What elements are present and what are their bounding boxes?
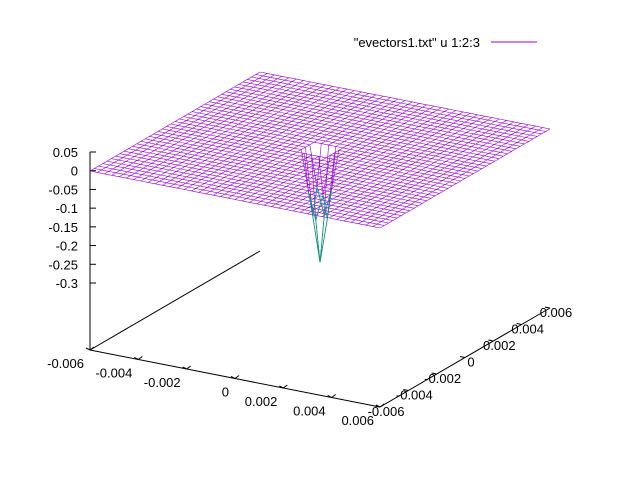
y-tick [374, 405, 381, 408]
x-tick-label: 0 [222, 385, 229, 400]
surface-line-y [89, 170, 381, 229]
z-tick-label: -0.2 [56, 239, 78, 254]
y-tick-label: 0 [467, 355, 474, 370]
x-tick [89, 346, 95, 351]
surface-line-y [183, 116, 474, 174]
dip-line-y [316, 186, 332, 217]
surface-line-y [98, 165, 389, 224]
z-tick-label: -0.15 [48, 220, 78, 235]
legend: "evectors1.txt" u 1:2:3 [354, 35, 537, 50]
x-tick-inner [85, 347, 91, 351]
dip-line-y [308, 191, 324, 222]
surface-line-y [191, 111, 483, 169]
surface-line-y [115, 155, 406, 214]
x-tick-label: 0.006 [341, 413, 374, 428]
z-tick-label: 0 [71, 164, 78, 179]
z-tick-label: -0.1 [56, 201, 78, 216]
y-tick [544, 306, 551, 309]
tick-labels: -0.006-0.004-0.00200.0020.0040.006-0.006… [47, 145, 572, 428]
x-tick-label: -0.004 [95, 366, 132, 381]
y-tick [516, 323, 522, 325]
surface-line-y [149, 136, 440, 194]
x-tick-inner [230, 376, 236, 379]
y-tick [431, 372, 437, 375]
x-tick-inner [279, 385, 284, 389]
y-tick-label: 0.006 [540, 305, 573, 320]
surface-line-y [208, 101, 500, 159]
surface-line-y [242, 81, 534, 140]
y-tick [488, 339, 494, 342]
surface-mesh [89, 71, 551, 263]
surface-line-y [204, 103, 495, 162]
surface-line-y [132, 146, 423, 204]
surface-line-y [196, 108, 487, 167]
x-tick-inner [182, 366, 187, 370]
legend-label: "evectors1.txt" u 1:2:3 [354, 35, 480, 50]
y-tick [403, 389, 409, 391]
surface-line-y [136, 143, 427, 202]
y-tick-label: -0.006 [368, 404, 405, 419]
tick-marks [85, 151, 551, 408]
x-tick [138, 356, 143, 360]
x-tick-label: -0.002 [144, 375, 181, 390]
surface-line-y [119, 153, 410, 211]
surface-line-y [102, 163, 393, 221]
surface-line-y [234, 86, 525, 145]
surface-line-y [145, 138, 436, 197]
surface-line-y [200, 106, 491, 164]
x-tick-label: 0.002 [245, 394, 278, 409]
surface-line-y [259, 71, 551, 130]
surface-line-y [238, 84, 529, 142]
surface-dip-mesh [308, 186, 332, 263]
z-tick-label: -0.25 [48, 257, 78, 272]
z-tick-label: -0.3 [56, 276, 78, 291]
y-tick-label: 0.004 [511, 322, 544, 337]
axes-box [89, 152, 551, 408]
surface-line-y [247, 79, 538, 137]
surface-line-y [251, 76, 542, 135]
surface-line-y [255, 74, 546, 132]
x-tick [283, 384, 288, 389]
surface-line-y [187, 113, 478, 172]
z-tick-label: 0.05 [53, 145, 78, 160]
x-tick-inner [327, 395, 332, 398]
surface-line-y [162, 128, 453, 187]
surface-line-y [153, 133, 444, 192]
surface-line-y [128, 148, 419, 206]
x-tick-inner [134, 357, 139, 360]
y-tick-label: 0.002 [483, 338, 516, 353]
x-tick-label: -0.006 [47, 356, 84, 371]
z-tick-label: -0.05 [48, 182, 78, 197]
surface-line-y [140, 141, 432, 199]
x-tick [379, 403, 385, 408]
surface-line-y [94, 168, 385, 226]
x-tick [234, 375, 240, 379]
surface-line-y [217, 96, 508, 155]
surface-line-y [111, 158, 402, 216]
surface-line-y [106, 160, 398, 219]
surface-line-y [221, 94, 512, 152]
surface-line-y [225, 91, 517, 150]
axis-line [89, 250, 261, 351]
surface-line-y [213, 98, 504, 157]
surface-line-y [123, 150, 415, 209]
x-tick-label: 0.004 [293, 404, 326, 419]
x-tick [186, 365, 191, 370]
dip-line-y [312, 216, 328, 263]
dip-line-x [315, 215, 325, 263]
y-tick-label: -0.002 [424, 371, 461, 386]
y-tick-label: -0.004 [396, 388, 433, 403]
surface-line-y [230, 89, 521, 147]
y-tick [459, 356, 466, 358]
x-tick [331, 394, 336, 398]
